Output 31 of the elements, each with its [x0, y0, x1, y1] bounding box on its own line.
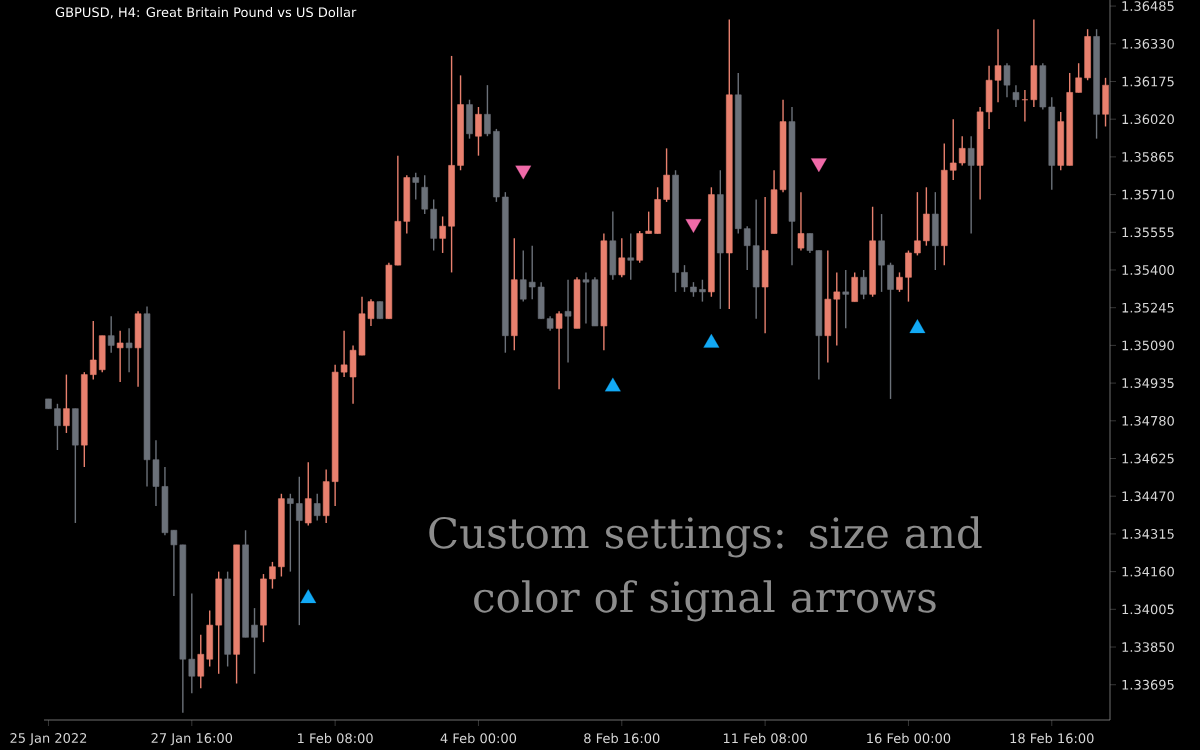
- candlestick: [134, 310, 142, 388]
- annotation: Custom settings: size and color of signal arrows: [429, 516, 982, 622]
- candlestick: [932, 191, 939, 271]
- candlestick: [958, 135, 966, 167]
- candlestick: [797, 191, 805, 252]
- candlestick: [72, 407, 79, 524]
- candlestick: [313, 493, 321, 522]
- candlestick: [555, 310, 563, 390]
- candlestick: [1003, 62, 1011, 98]
- candlestick: [305, 461, 312, 527]
- candlestick: [842, 269, 849, 330]
- candlestick: [609, 210, 617, 281]
- candlestick: [564, 279, 572, 364]
- candlestick: [475, 106, 482, 157]
- candlestick: [466, 99, 473, 140]
- candlestick: [851, 271, 858, 303]
- candlestick: [967, 135, 975, 235]
- candlestick: [824, 249, 832, 364]
- candlestick: [125, 327, 133, 373]
- candlestick: [1012, 84, 1020, 108]
- candlestick: [107, 315, 115, 354]
- candlestick: [98, 334, 106, 373]
- candlestick: [860, 269, 867, 300]
- candlestick: [412, 172, 420, 201]
- candlestick: [752, 198, 760, 320]
- candlestick: [618, 237, 626, 278]
- candlestick: [627, 232, 635, 281]
- candlestick: [1030, 18, 1038, 108]
- candlestick: [761, 196, 769, 334]
- candlestick: [116, 330, 124, 383]
- candlestick: [63, 373, 70, 434]
